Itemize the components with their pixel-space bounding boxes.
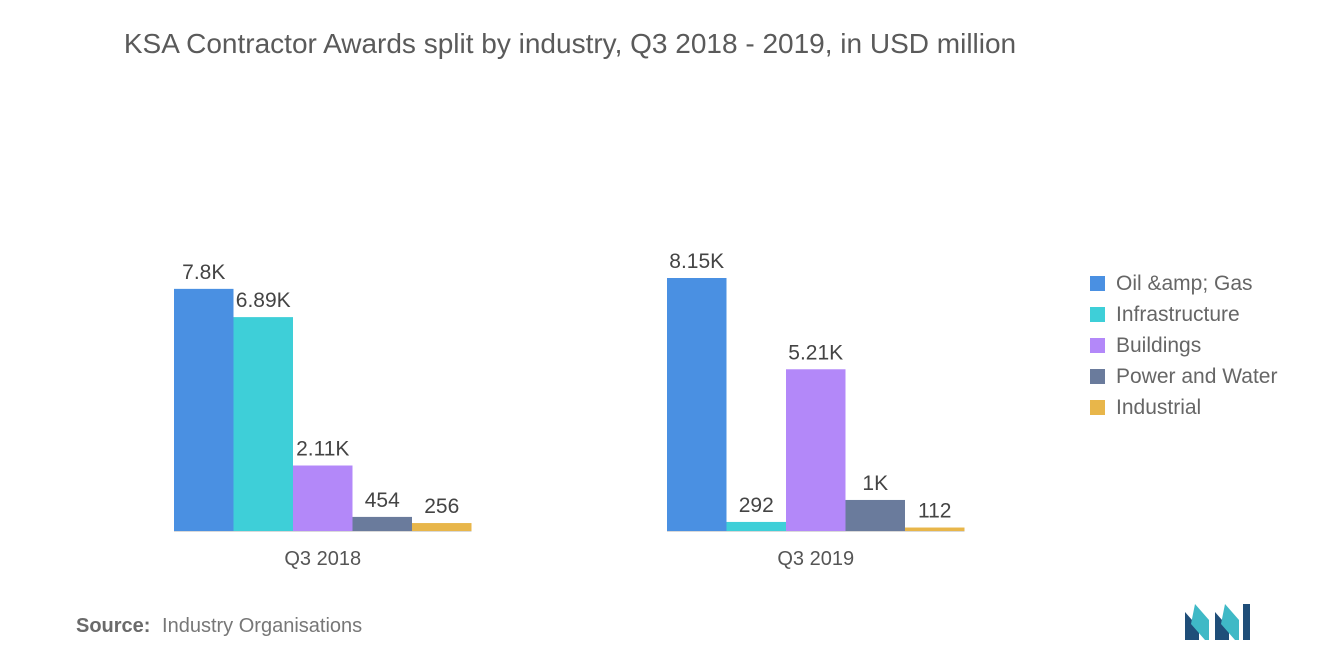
legend-swatch <box>1090 400 1105 415</box>
bar-buildings-q3-2019 <box>786 369 846 531</box>
bar-oil-amp-gas-q3-2019 <box>667 278 727 531</box>
chart-legend: Oil &amp; Gas Infrastructure Buildings Powe… <box>1090 268 1277 423</box>
legend-label: Oil &amp; Gas <box>1116 271 1253 295</box>
legend-swatch <box>1090 307 1105 322</box>
data-label: 256 <box>424 495 459 518</box>
legend-label: Buildings <box>1116 333 1202 357</box>
bar-power-and-water-q3-2019 <box>845 499 905 531</box>
legend-item: Buildings <box>1090 330 1277 361</box>
bar-oil-amp-gas-q3-2018 <box>174 288 234 531</box>
x-tick-label: Q3 2019 <box>777 548 854 570</box>
bar-infrastructure-q3-2019 <box>726 521 786 531</box>
bar-industrial-q3-2019 <box>905 527 965 531</box>
brand-logo-icon <box>1185 604 1250 640</box>
x-tick-label: Q3 2018 <box>284 548 361 570</box>
chart-title: KSA Contractor Awards split by industry,… <box>123 28 1017 59</box>
legend-item: Power and Water <box>1090 361 1277 392</box>
legend-swatch <box>1090 338 1105 353</box>
legend-item: Oil &amp; Gas <box>1090 268 1277 299</box>
bar-buildings-q3-2018 <box>293 465 353 531</box>
source-note: Source: Industry Organisations <box>76 615 362 638</box>
bar-power-and-water-q3-2018 <box>352 516 412 531</box>
legend-label: Power and Water <box>1116 364 1278 388</box>
legend-swatch <box>1090 276 1105 291</box>
source-text: Industry Organisations <box>162 615 363 637</box>
data-label: 112 <box>918 500 951 523</box>
data-label: 7.8K <box>182 261 225 284</box>
bar-industrial-q3-2018 <box>412 523 472 531</box>
legend-item: Infrastructure <box>1090 299 1277 330</box>
legend-label: Industrial <box>1116 395 1202 419</box>
data-label: 2.11K <box>296 437 349 460</box>
legend-item: Industrial <box>1090 392 1277 423</box>
data-label: 292 <box>739 494 774 517</box>
data-label: 6.89K <box>236 289 291 312</box>
data-label: 8.15K <box>669 250 724 273</box>
source-label: Source: <box>76 615 151 637</box>
data-label: 1K <box>862 472 888 495</box>
legend-swatch <box>1090 369 1105 384</box>
bar-infrastructure-q3-2018 <box>233 317 293 531</box>
legend-label: Infrastructure <box>1116 302 1240 326</box>
data-label: 454 <box>365 489 400 512</box>
data-label: 5.21K <box>788 341 843 364</box>
